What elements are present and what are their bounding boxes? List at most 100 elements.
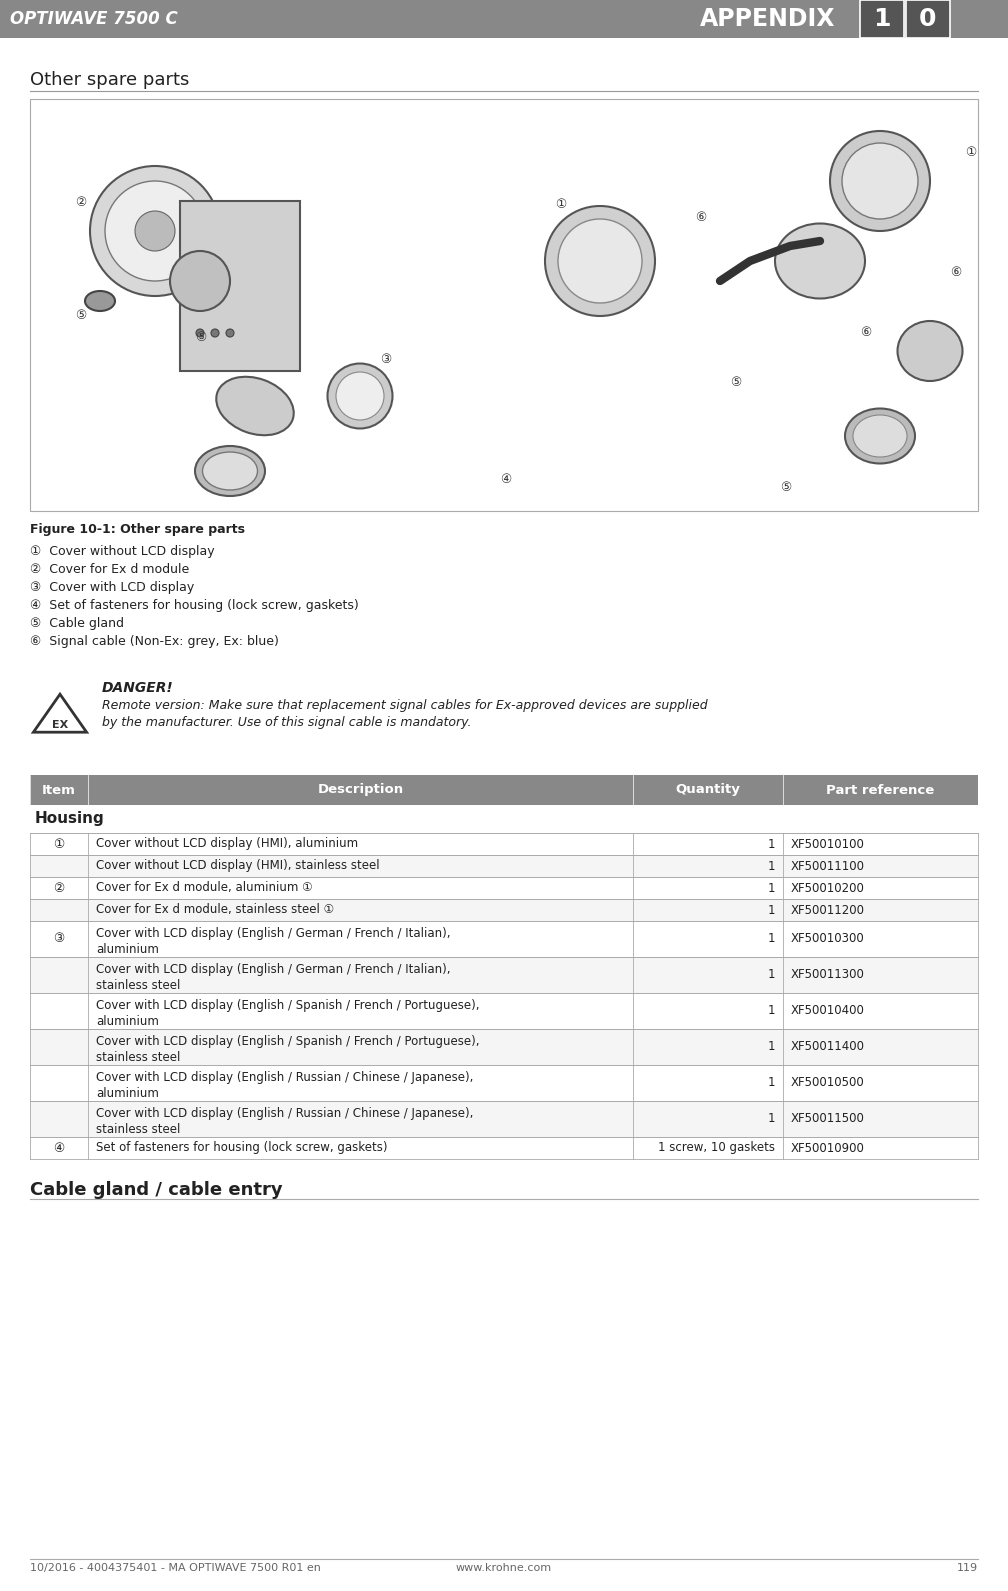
Text: ⑤: ⑤ [75,309,87,321]
Ellipse shape [336,372,384,420]
Text: 119: 119 [957,1562,978,1573]
Ellipse shape [775,223,865,299]
Bar [30,1138,978,1158]
Circle shape [170,251,230,310]
Bar [180,200,300,371]
Text: 1: 1 [767,1004,775,1018]
Text: Cover for Ex d module, aluminium ①: Cover for Ex d module, aluminium ① [96,881,312,894]
Polygon shape [33,694,87,732]
Text: EX: EX [51,721,69,730]
Bar [30,834,978,854]
Circle shape [842,143,918,220]
Bar [30,775,978,805]
Text: Description: Description [318,783,403,797]
Text: Cover for Ex d module, stainless steel ①: Cover for Ex d module, stainless steel ① [96,904,334,916]
Text: ④: ④ [53,1141,65,1155]
Text: 0: 0 [919,6,936,30]
Text: 1: 1 [767,969,775,982]
Text: ①: ① [53,837,65,851]
Text: Part reference: Part reference [827,783,934,797]
Text: XF50011200: XF50011200 [791,904,865,916]
Text: ②  Cover for Ex d module: ② Cover for Ex d module [30,563,190,576]
Text: XF50011500: XF50011500 [791,1112,865,1125]
Text: www.krohne.com: www.krohne.com [456,1562,552,1573]
Text: Cover with LCD display (English / Spanish / French / Portuguese),: Cover with LCD display (English / Spanis… [96,1036,480,1048]
Text: ①: ① [555,197,566,212]
Text: Cable gland / cable entry: Cable gland / cable entry [30,1181,282,1200]
Text: aluminium: aluminium [96,943,159,956]
Ellipse shape [85,291,115,310]
Text: Other spare parts: Other spare parts [30,72,190,89]
Text: ②: ② [53,881,65,894]
Text: XF50011400: XF50011400 [791,1041,865,1053]
Text: XF50010100: XF50010100 [791,837,865,851]
Text: ①  Cover without LCD display: ① Cover without LCD display [30,546,215,558]
Text: ⑥: ⑥ [860,326,871,339]
Circle shape [545,205,655,317]
Ellipse shape [217,377,293,436]
Text: 1: 1 [767,932,775,945]
Text: Quantity: Quantity [675,783,741,797]
Text: Cover with LCD display (English / German / French / Italian),: Cover with LCD display (English / German… [96,928,451,940]
Text: Cover without LCD display (HMI), stainless steel: Cover without LCD display (HMI), stainle… [96,859,380,872]
Text: Cover with LCD display (English / German / French / Italian),: Cover with LCD display (English / German… [96,963,451,975]
Circle shape [830,130,930,231]
Text: ⑥: ⑥ [695,212,707,224]
Circle shape [105,181,205,282]
Text: XF50010400: XF50010400 [791,1004,865,1018]
Text: 1: 1 [767,1112,775,1125]
Ellipse shape [328,363,392,428]
Bar [30,1029,978,1064]
Text: 1: 1 [873,6,891,30]
Bar [0,0,1008,38]
Circle shape [226,329,234,337]
Text: stainless steel: stainless steel [96,1123,180,1136]
Text: Cover with LCD display (English / Russian / Chinese / Japanese),: Cover with LCD display (English / Russia… [96,1071,474,1083]
Ellipse shape [853,415,907,457]
Text: ⑤: ⑤ [195,331,207,344]
Text: ⑤  Cable gland: ⑤ Cable gland [30,617,124,630]
Text: DANGER!: DANGER! [102,681,173,695]
Text: ②: ② [75,196,87,208]
Bar [30,854,978,877]
Text: ③  Cover with LCD display: ③ Cover with LCD display [30,581,195,593]
Text: XF50010200: XF50010200 [791,881,865,894]
Text: Item: Item [42,783,76,797]
Text: 1: 1 [767,1041,775,1053]
Text: ⑥: ⑥ [950,266,962,278]
Circle shape [211,329,219,337]
Text: aluminium: aluminium [96,1015,159,1028]
Text: XF50010500: XF50010500 [791,1077,865,1090]
Text: OPTIWAVE 7500 C: OPTIWAVE 7500 C [10,10,177,29]
Text: XF50010300: XF50010300 [791,932,865,945]
Ellipse shape [897,321,963,380]
Text: 10/2016 - 4004375401 - MA OPTIWAVE 7500 R01 en: 10/2016 - 4004375401 - MA OPTIWAVE 7500 … [30,1562,321,1573]
Text: Housing: Housing [35,810,105,826]
Text: ⑤: ⑤ [780,480,791,493]
Text: Cover with LCD display (English / Spanish / French / Portuguese),: Cover with LCD display (English / Spanis… [96,999,480,1012]
Bar [30,993,978,1029]
Bar [30,958,978,993]
Text: stainless steel: stainless steel [96,978,180,993]
Text: XF50010900: XF50010900 [791,1141,865,1155]
Bar [30,877,978,899]
Text: 1: 1 [767,904,775,916]
Bar [30,921,978,958]
Circle shape [135,212,175,251]
Text: ④  Set of fasteners for housing (lock screw, gaskets): ④ Set of fasteners for housing (lock scr… [30,598,359,613]
Text: Cover with LCD display (English / Russian / Chinese / Japanese),: Cover with LCD display (English / Russia… [96,1107,474,1120]
Text: ①: ① [965,146,977,159]
Text: Remote version: Make sure that replacement signal cables for Ex-approved devices: Remote version: Make sure that replaceme… [102,698,708,729]
Text: 1: 1 [767,859,775,872]
Bar [30,1101,978,1138]
Ellipse shape [203,452,257,490]
Ellipse shape [195,445,265,496]
Text: 1: 1 [767,1077,775,1090]
Text: Set of fasteners for housing (lock screw, gaskets): Set of fasteners for housing (lock screw… [96,1141,387,1155]
Ellipse shape [845,409,915,463]
Bar [30,899,978,921]
Text: ③: ③ [53,932,65,945]
Text: APPENDIX: APPENDIX [700,6,836,30]
Text: aluminium: aluminium [96,1087,159,1099]
Text: Cover without LCD display (HMI), aluminium: Cover without LCD display (HMI), alumini… [96,837,358,851]
